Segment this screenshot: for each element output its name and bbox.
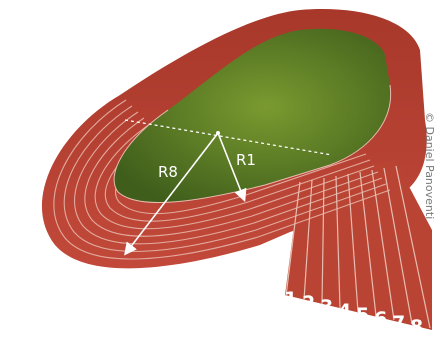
infield-grass (114, 28, 391, 203)
lane-numbers: 1 2 3 4 5 6 7 8 (284, 288, 423, 338)
lane-number: 4 (338, 300, 351, 322)
lane-number: 8 (410, 316, 423, 338)
lane-number: 5 (356, 304, 369, 326)
photo-credit: © Daniel Panoventi (423, 112, 436, 292)
credit-text: © Daniel Panoventi (423, 112, 436, 220)
center-dashed-line (124, 119, 333, 156)
straight-lane-lines (285, 165, 431, 329)
lane-number: 1 (284, 288, 297, 310)
lane-number: 7 (392, 312, 405, 334)
radius-arrow-r8 (124, 132, 219, 256)
center-point (216, 131, 220, 135)
lane-number: 3 (320, 296, 333, 318)
lane-lines (53, 99, 391, 260)
lane-number: 6 (374, 308, 387, 330)
label-r8: R8 (158, 163, 178, 181)
radius-arrow-r1 (217, 132, 247, 202)
label-r1: R1 (236, 151, 256, 169)
lane-number: 2 (302, 292, 315, 314)
